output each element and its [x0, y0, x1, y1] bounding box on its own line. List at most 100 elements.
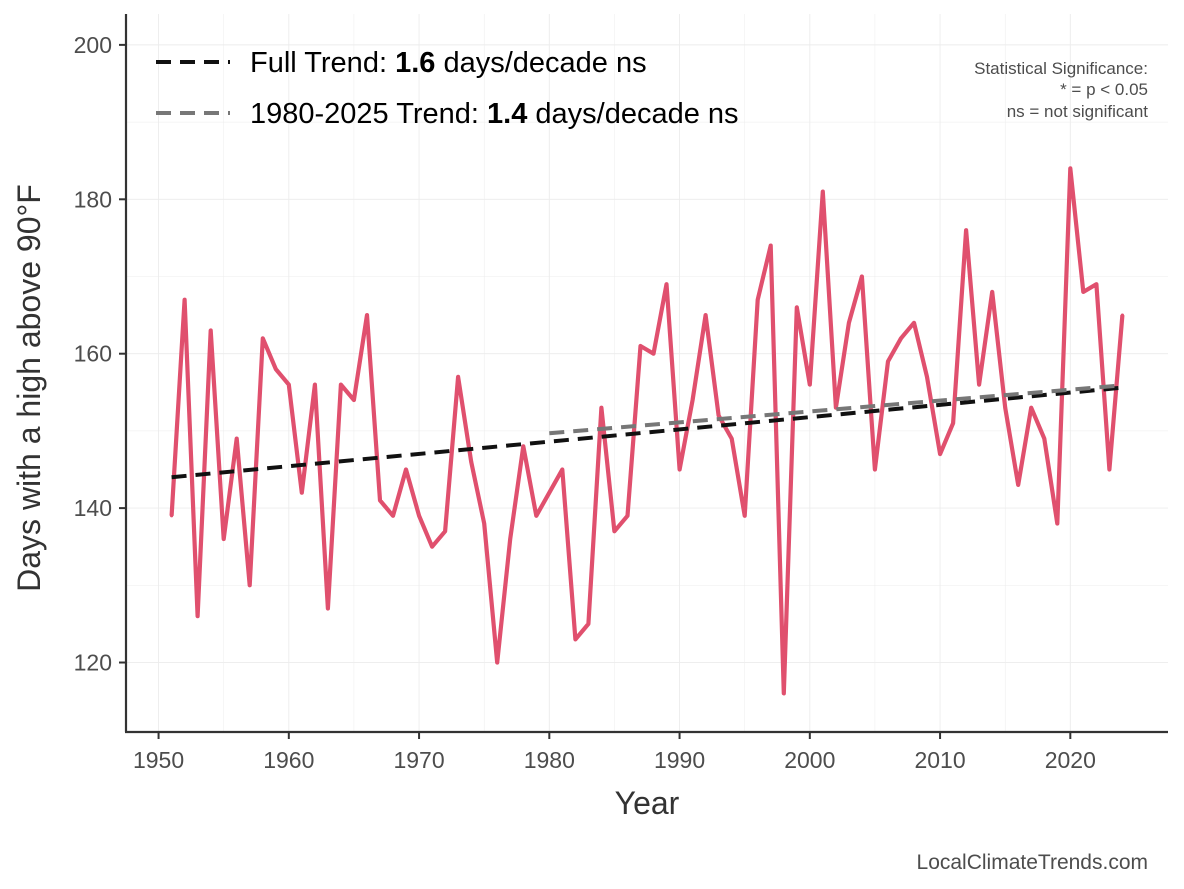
- data-point: [508, 537, 512, 541]
- data-point: [313, 383, 317, 387]
- data-point: [743, 514, 747, 518]
- x-tick-label: 1990: [654, 747, 705, 773]
- data-point: [365, 313, 369, 317]
- data-point: [925, 375, 929, 379]
- data-point: [612, 529, 617, 533]
- data-point: [795, 305, 799, 309]
- data-point: [664, 282, 669, 286]
- data-point: [704, 313, 708, 317]
- data-point: [821, 190, 825, 194]
- data-point: [404, 467, 408, 472]
- data-point: [1107, 467, 1111, 472]
- data-point: [183, 298, 187, 302]
- data-point: [339, 383, 343, 387]
- data-point: [235, 437, 239, 441]
- data-point: [326, 606, 330, 611]
- data-point: [717, 413, 721, 418]
- data-point: [873, 467, 877, 472]
- data-point: [990, 290, 994, 294]
- series-layer: [169, 166, 1125, 696]
- data-point: [847, 321, 851, 325]
- data-point: [938, 452, 942, 456]
- data-point: [274, 367, 278, 371]
- data-point: [638, 344, 643, 348]
- data-point: [495, 660, 499, 665]
- x-tick-label: 2020: [1045, 747, 1096, 773]
- significance-line-3: ns = not significant: [1007, 102, 1149, 121]
- data-point: [586, 622, 591, 626]
- data-point: [730, 437, 734, 441]
- data-point: [261, 336, 265, 340]
- data-point: [417, 514, 421, 518]
- data-point: [756, 298, 760, 302]
- data-point: [977, 383, 981, 387]
- y-tick-label: 160: [74, 341, 112, 367]
- data-point: [625, 514, 630, 518]
- data-point: [1068, 166, 1072, 170]
- x-tick-label: 2010: [914, 747, 965, 773]
- data-point: [430, 545, 434, 549]
- y-tick-label: 180: [74, 186, 112, 212]
- data-point: [678, 467, 682, 472]
- x-tick-label: 2000: [784, 747, 835, 773]
- data-point: [560, 467, 564, 472]
- legend-recent-trend-label: 1980-2025 Trend: 1.4 days/decade ns: [250, 98, 739, 130]
- significance-note: Statistical Significance: * = p < 0.05 n…: [974, 59, 1148, 121]
- data-point: [964, 228, 968, 232]
- legend-full-trend-label: Full Trend: 1.6 days/decade ns: [250, 47, 647, 79]
- trend-layer: [171, 383, 1123, 480]
- data-point: [469, 460, 473, 464]
- x-tick-label: 1950: [133, 747, 184, 773]
- data-point: [391, 514, 395, 518]
- data-point: [1081, 290, 1085, 294]
- data-point: [521, 444, 525, 448]
- data-point: [573, 637, 578, 642]
- data-point: [456, 375, 460, 379]
- data-point: [899, 336, 903, 340]
- data-point: [691, 398, 695, 402]
- data-point: [1016, 483, 1020, 487]
- legend: Full Trend: 1.6 days/decade ns 1980-2025…: [156, 47, 739, 130]
- data-point: [482, 521, 486, 526]
- data-point: [300, 491, 304, 495]
- grid: [126, 14, 1168, 732]
- y-axis-title: Days with a high above 90°F: [11, 184, 47, 592]
- data-point: [651, 352, 656, 356]
- data-point: [209, 328, 213, 333]
- data-point: [808, 383, 812, 387]
- significance-line-2: * = p < 0.05: [1060, 80, 1148, 99]
- data-point: [1055, 521, 1059, 526]
- data-point: [769, 244, 773, 248]
- data-point: [1042, 437, 1046, 441]
- data-point: [352, 398, 356, 402]
- credit-text: LocalClimateTrends.com: [917, 851, 1148, 874]
- y-ticks: 120 140 160 180 200: [74, 32, 126, 676]
- data-point: [534, 514, 538, 518]
- legend-recent-trend-rate: 1.4: [487, 98, 527, 130]
- data-point: [1094, 282, 1098, 286]
- data-point: [912, 321, 916, 325]
- legend-full-trend-rate: 1.6: [395, 47, 435, 79]
- data-point: [222, 537, 226, 541]
- data-point: [378, 498, 382, 502]
- y-tick-label: 200: [74, 32, 112, 58]
- axes: [124, 14, 1168, 734]
- data-point: [1003, 406, 1007, 410]
- data-point: [287, 383, 291, 387]
- y-tick-label: 120: [74, 650, 112, 676]
- data-point: [248, 583, 252, 587]
- significance-line-1: Statistical Significance:: [974, 59, 1148, 78]
- data-point: [1120, 313, 1124, 317]
- data-point: [1029, 406, 1033, 410]
- data-point: [782, 691, 786, 696]
- data-point: [170, 514, 174, 518]
- data-point: [196, 614, 200, 618]
- data-point: [599, 406, 604, 410]
- data-point: [951, 421, 955, 425]
- full-trend-line: [171, 385, 1123, 480]
- x-ticks: 1950 1960 1970 1980 1990 2000 2010 2020: [133, 732, 1096, 773]
- x-tick-label: 1960: [263, 747, 314, 773]
- data-point: [443, 529, 447, 533]
